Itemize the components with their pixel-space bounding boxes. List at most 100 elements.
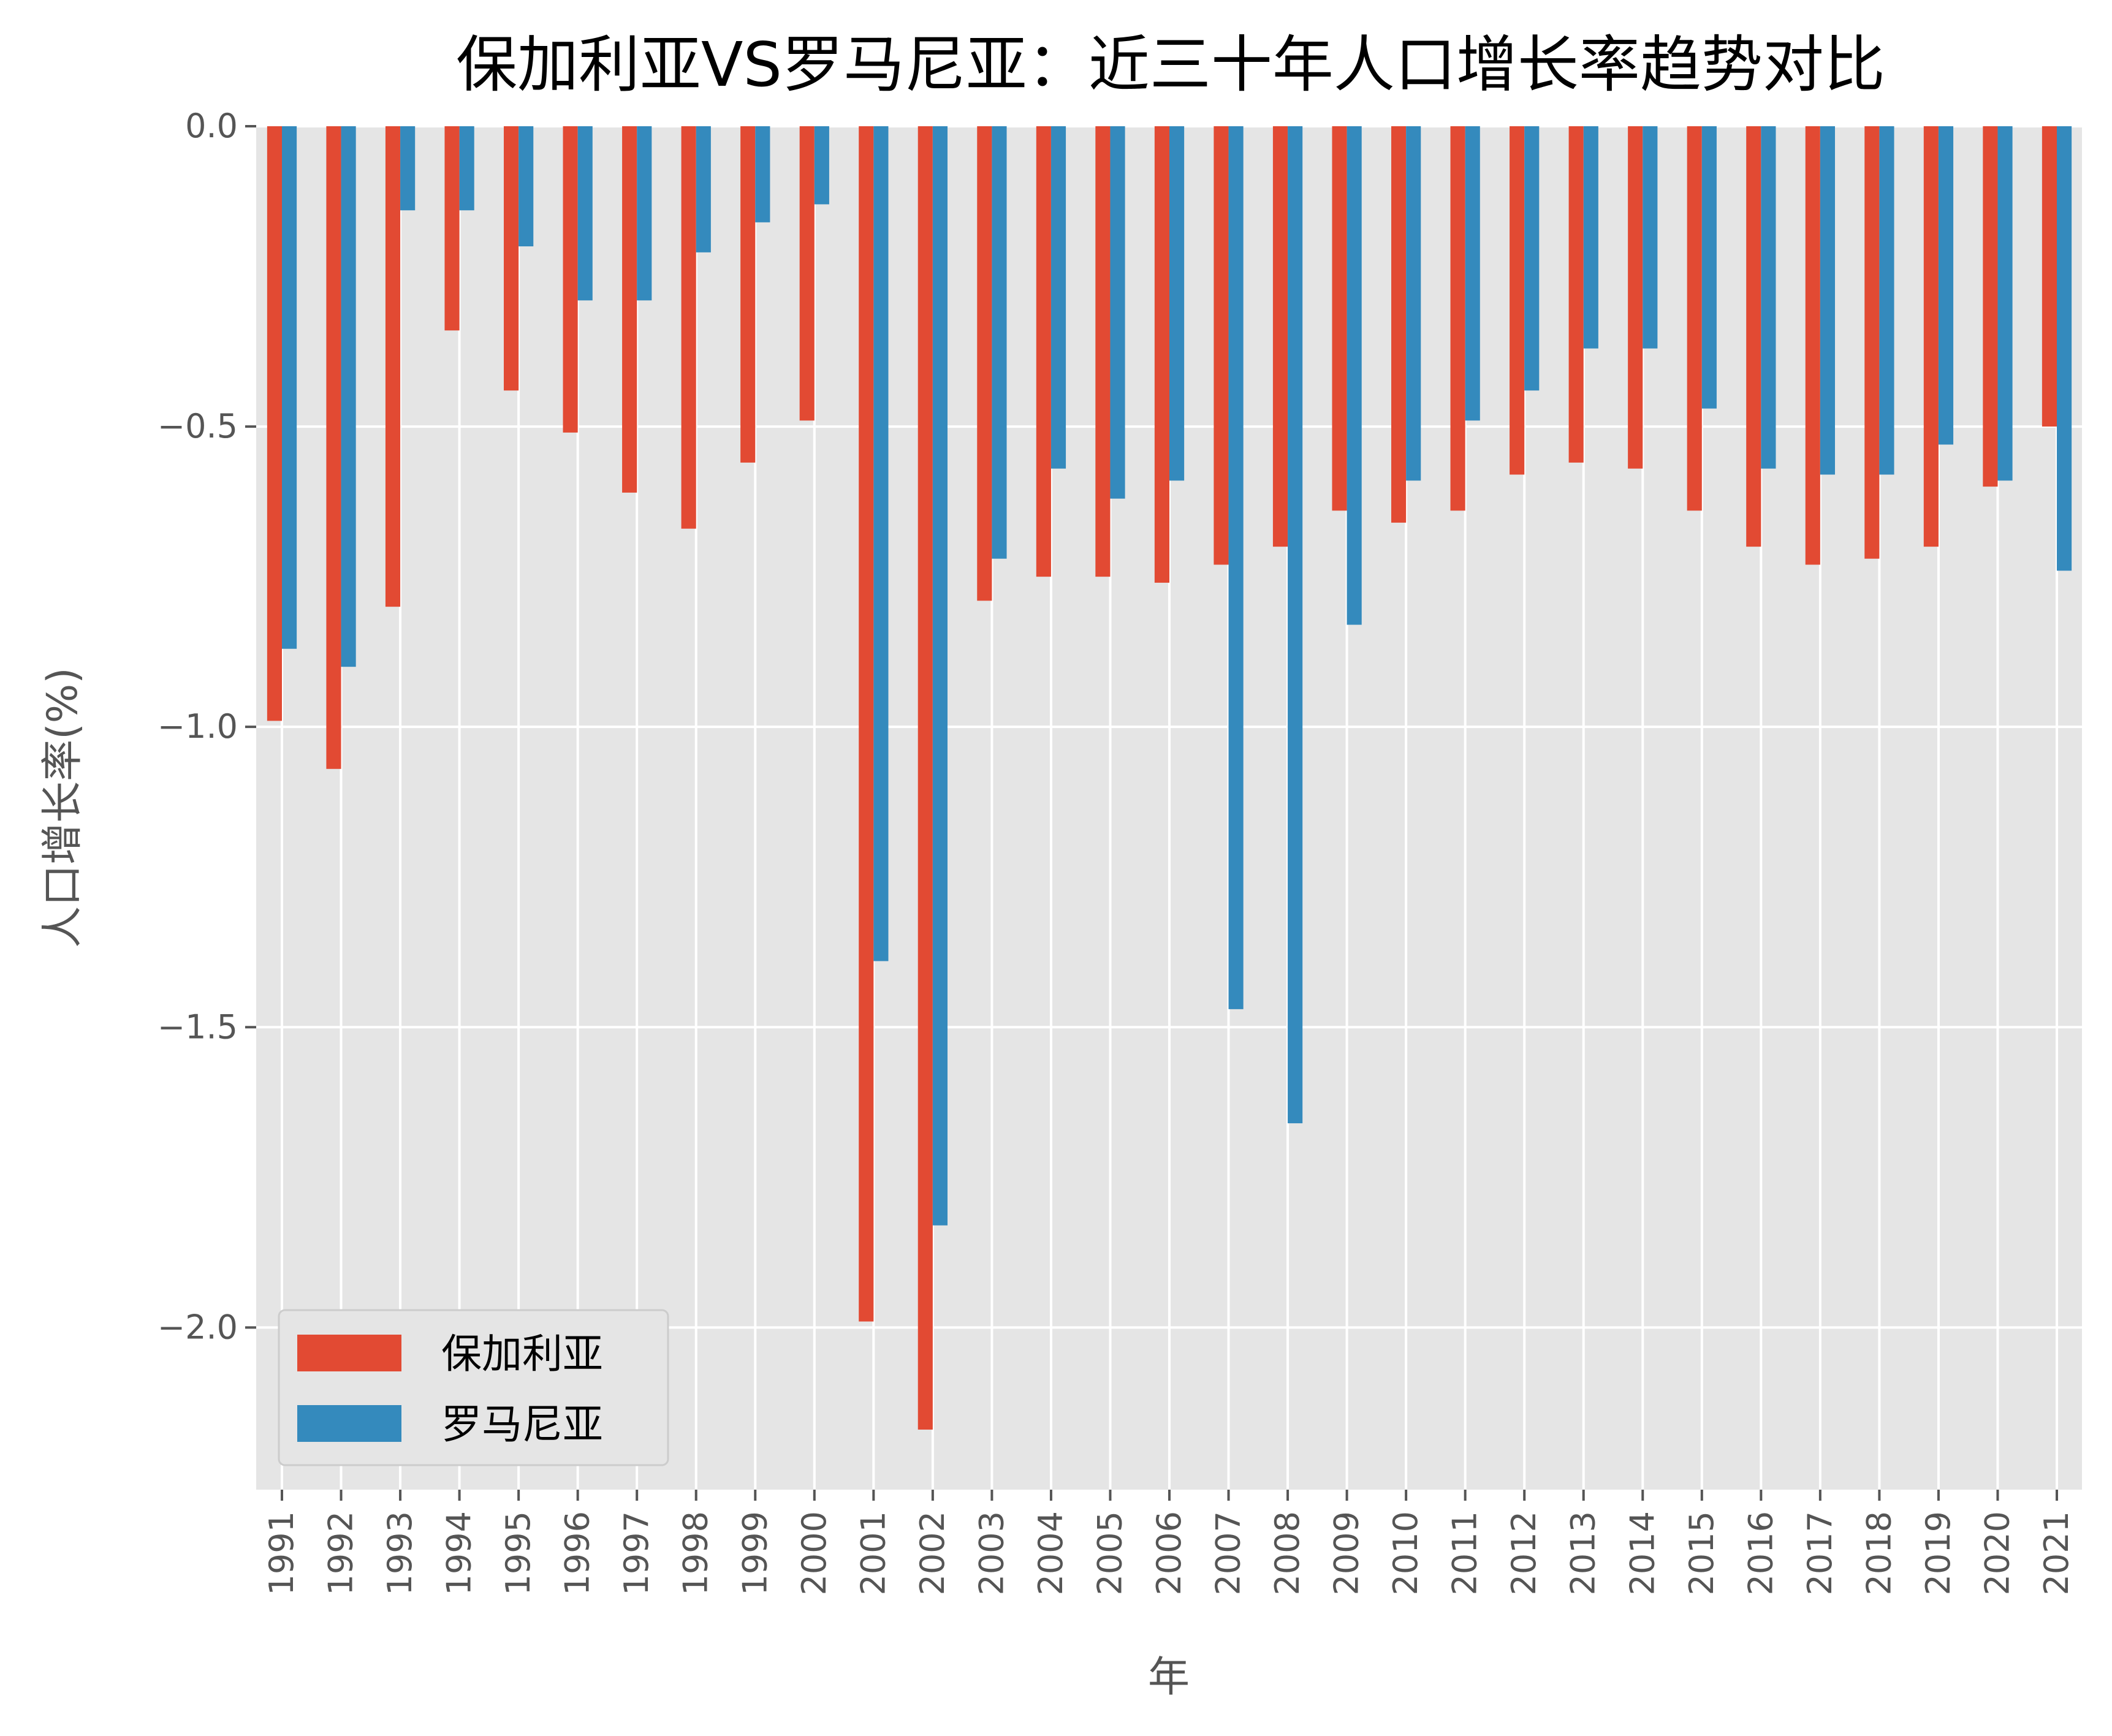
bar-bulgaria-2020 [1983,126,1998,487]
bar-romania-2014 [1643,126,1658,349]
bar-bulgaria-2017 [1805,126,1820,565]
bar-romania-2006 [1169,126,1185,481]
x-tick-label: 1998 [677,1511,715,1595]
bar-bulgaria-2003 [977,126,992,601]
x-tick-label: 2007 [1209,1511,1248,1595]
bar-bulgaria-2018 [1864,126,1880,559]
bar-romania-2001 [873,126,889,961]
x-tick-label: 2003 [972,1511,1011,1595]
bar-romania-2020 [1997,126,2013,481]
bar-bulgaria-2015 [1687,126,1702,511]
bar-bulgaria-1994 [444,126,460,331]
bar-romania-2009 [1347,126,1362,625]
x-tick-label: 1993 [381,1511,419,1595]
bar-bulgaria-2019 [1923,126,1939,547]
bar-romania-2021 [2057,126,2072,571]
y-tick-label: −0.5 [158,407,238,445]
x-tick-label: 1992 [322,1511,360,1595]
x-tick-label: 2021 [2037,1511,2076,1595]
y-tick-label: 0.0 [185,107,238,145]
bar-romania-2018 [1879,126,1894,475]
x-tick-label: 2005 [1090,1511,1129,1595]
bars [267,126,2072,1430]
y-axis-label: 人口增长率(%) [39,667,87,948]
x-tick-label: 2013 [1564,1511,1603,1595]
bar-bulgaria-2002 [917,126,933,1430]
bar-romania-2004 [1050,126,1066,469]
bar-bulgaria-2014 [1628,126,1643,469]
bar-bulgaria-1993 [385,126,401,607]
x-tick-label: 1994 [440,1511,479,1595]
bar-romania-2012 [1524,126,1540,391]
bar-romania-2019 [1938,126,1954,445]
bar-romania-1997 [637,126,652,301]
x-tick-label: 2015 [1682,1511,1721,1595]
bar-romania-2005 [1110,126,1125,499]
bar-romania-2016 [1761,126,1776,469]
x-tick-label: 2010 [1386,1511,1425,1595]
legend-swatch-romania [297,1405,401,1442]
x-tick-label: 2011 [1446,1511,1484,1595]
x-tick-label: 1996 [558,1511,597,1595]
x-tick-label: 2012 [1505,1511,1543,1595]
x-axis-label: 年 [1148,1653,1190,1702]
x-tick-label: 2019 [1919,1511,1958,1595]
x-tick-label: 2002 [913,1511,952,1595]
x-tick-label: 2014 [1623,1511,1662,1595]
bar-bulgaria-2007 [1214,126,1229,565]
bar-bulgaria-2021 [2042,126,2057,427]
bar-bulgaria-1996 [563,126,578,433]
bar-bulgaria-2013 [1568,126,1584,463]
bar-romania-1998 [696,126,711,252]
x-tick-label: 1999 [735,1511,774,1595]
bar-bulgaria-2009 [1332,126,1347,511]
x-tick-label: 1997 [617,1511,656,1595]
x-tick-label: 2000 [795,1511,834,1595]
bar-romania-1996 [577,126,593,301]
y-tick-label: −1.5 [158,1007,238,1046]
bar-bulgaria-1998 [681,126,696,529]
bar-romania-1994 [459,126,474,211]
bar-bulgaria-1991 [267,126,282,721]
x-tick-label: 2018 [1859,1511,1898,1595]
x-tick-label: 1995 [499,1511,537,1595]
bar-bulgaria-1997 [622,126,637,493]
bar-romania-1991 [282,126,297,649]
x-axis: 1991 1992 1993 1994 1995 1996 1997 1998 1999 2000… [262,1490,2076,1595]
bar-bulgaria-2005 [1095,126,1111,577]
bar-romania-2013 [1583,126,1598,349]
x-tick-label: 2017 [1801,1511,1839,1595]
bar-bulgaria-2006 [1154,126,1169,583]
x-tick-label: 2016 [1741,1511,1780,1595]
bar-romania-2015 [1701,126,1717,409]
legend: 保加利亚 罗马尼亚 [278,1309,669,1466]
x-tick-label: 2020 [1978,1511,2016,1595]
bar-bulgaria-1992 [326,126,341,769]
bar-bulgaria-2001 [859,126,874,1322]
bar-bulgaria-2011 [1450,126,1465,511]
bar-romania-1992 [341,126,356,667]
bar-romania-2003 [992,126,1007,559]
bar-romania-1993 [400,126,416,211]
bar-romania-1995 [519,126,534,247]
bar-romania-2008 [1288,126,1303,1124]
y-tick-label: −2.0 [158,1308,238,1346]
bar-bulgaria-2008 [1272,126,1288,547]
legend-label-romania: 罗马尼亚 [441,1401,603,1448]
bar-bulgaria-2000 [799,126,815,421]
bar-bulgaria-2010 [1391,126,1407,523]
bar-romania-2010 [1406,126,1421,481]
x-tick-label: 2008 [1268,1511,1307,1595]
x-tick-label: 2009 [1328,1511,1366,1595]
chart-title: 保加利亚VS罗马尼亚：近三十年人口增长率趋势对比 [456,29,1885,100]
y-axis: 0.0 −0.5 −1.0 −1.5 −2.0 [158,107,256,1346]
bar-romania-2017 [1820,126,1835,475]
legend-label-bulgaria: 保加利亚 [441,1330,603,1378]
bar-romania-2000 [814,126,829,205]
bar-bulgaria-1999 [740,126,756,463]
bar-romania-2002 [932,126,948,1226]
y-tick-label: −1.0 [158,707,238,746]
x-tick-label: 2004 [1031,1511,1070,1595]
legend-swatch-bulgaria [297,1335,401,1371]
